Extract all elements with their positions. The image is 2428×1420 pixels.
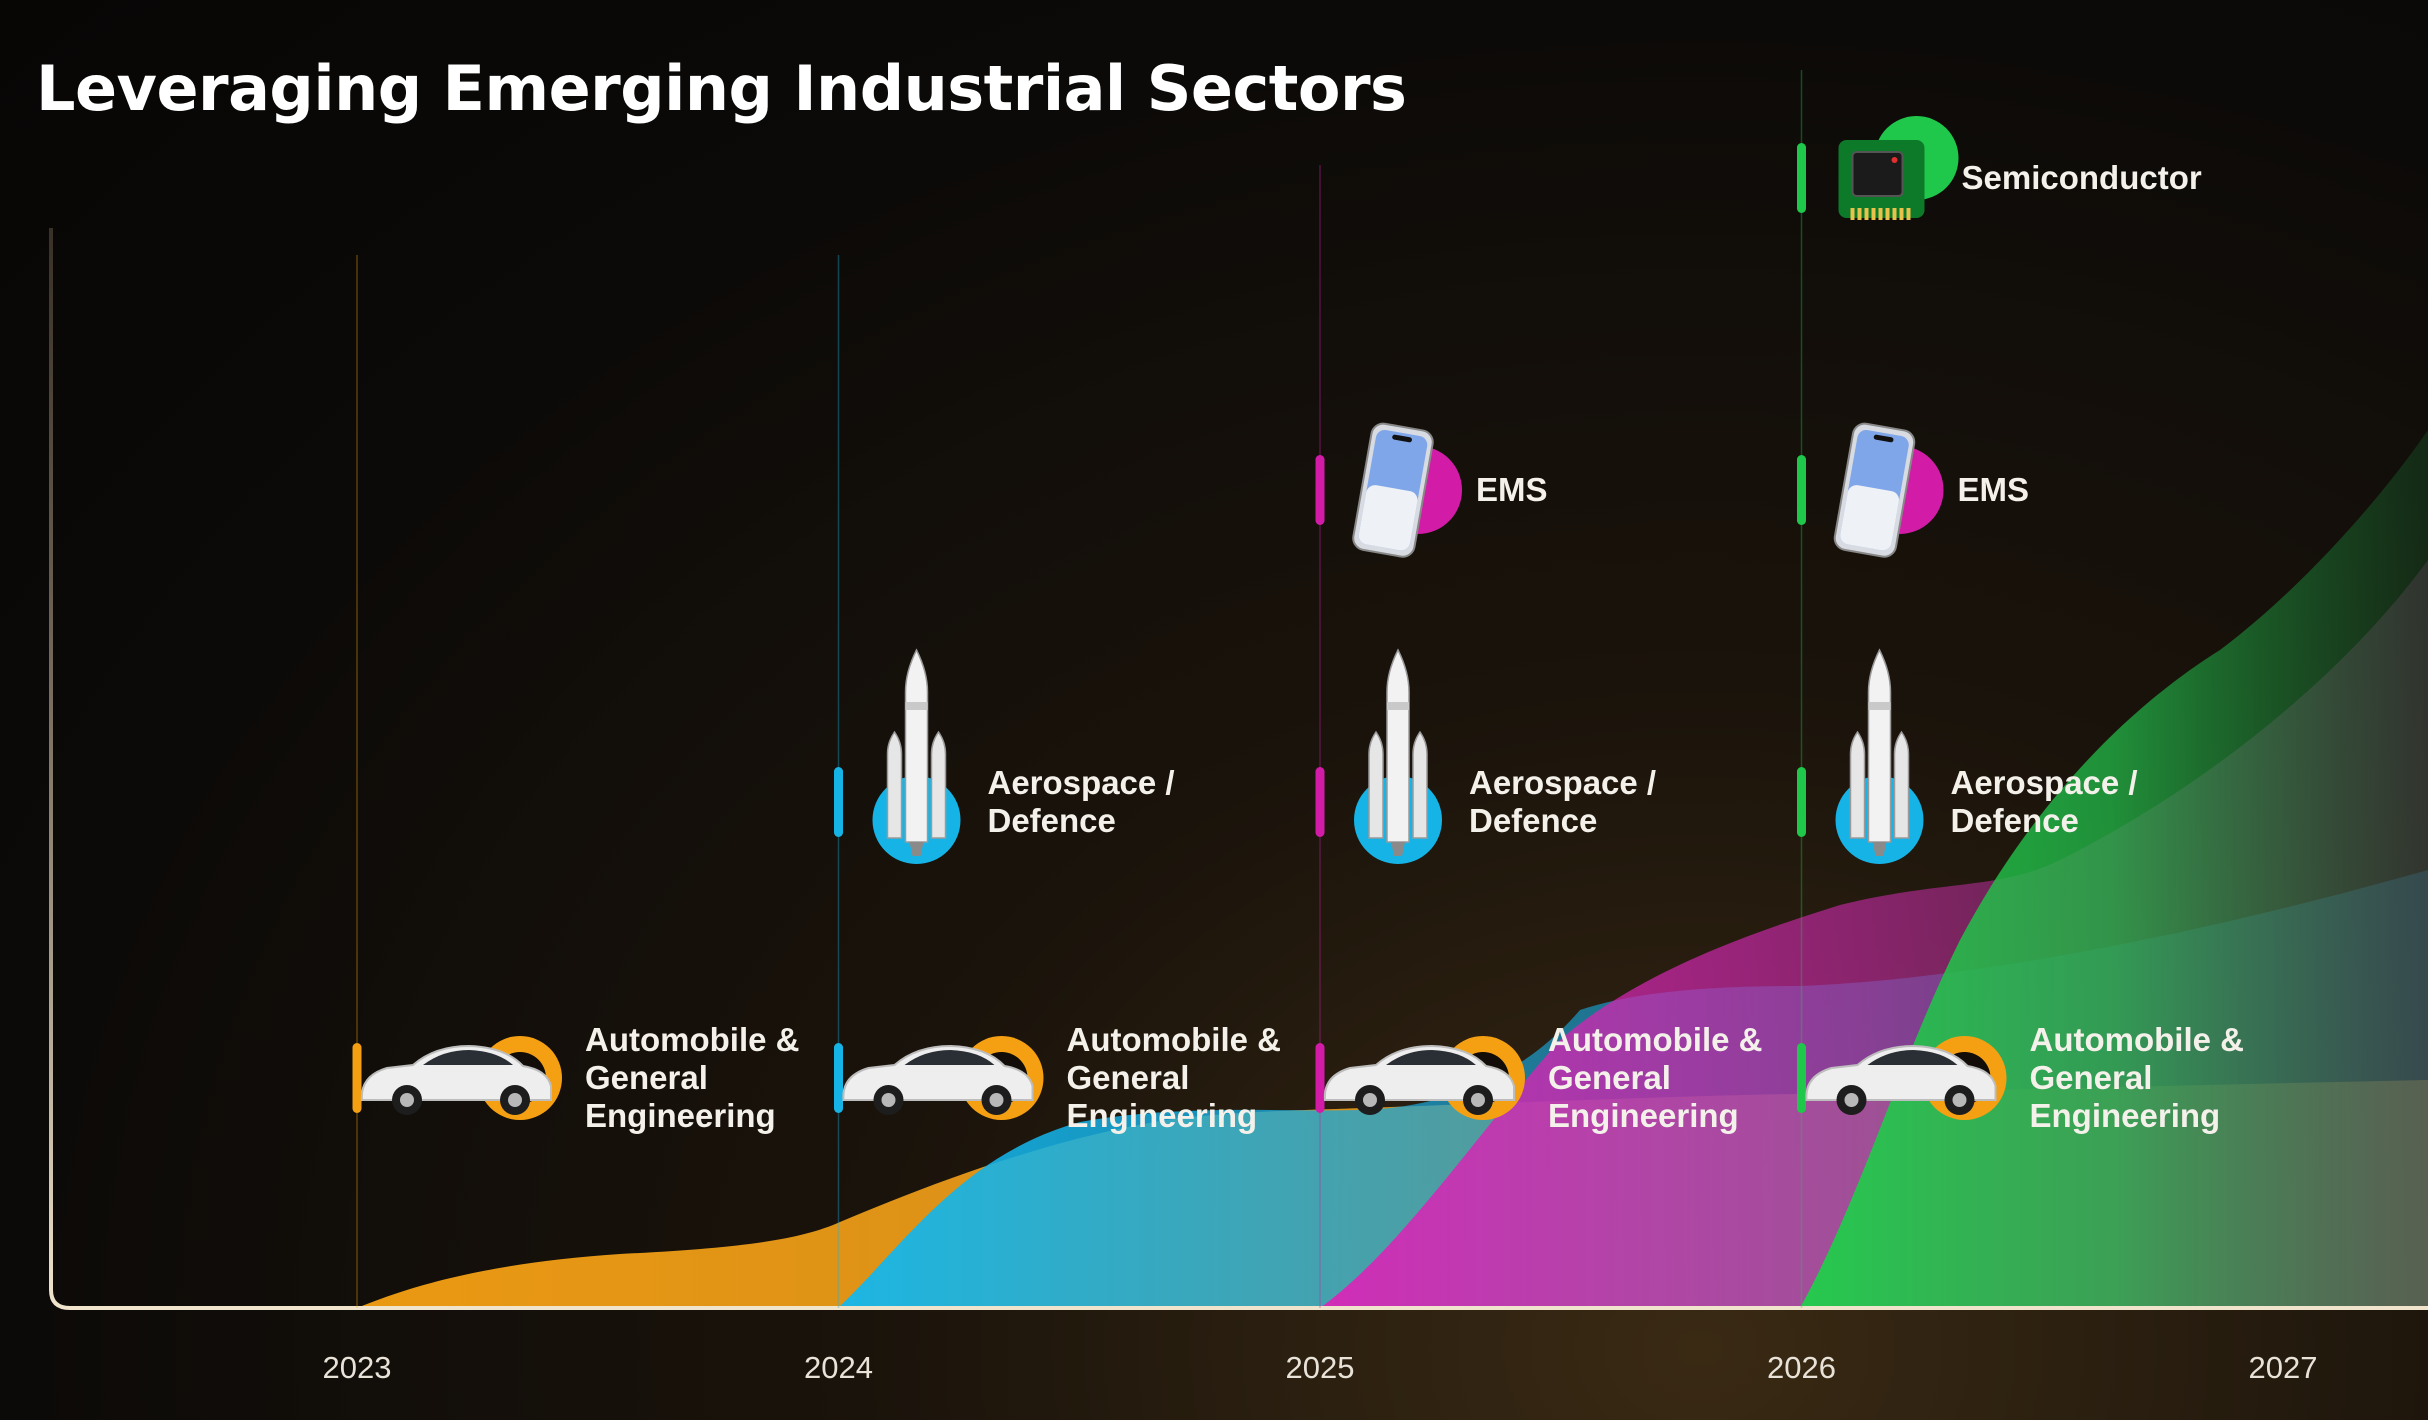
x-tick-label: 2026 (1767, 1350, 1836, 1385)
marker-tick (1315, 455, 1325, 525)
x-tick-label: 2027 (2249, 1350, 2318, 1385)
milestone-2026: Automobile & General Engineering Aerospace … (1797, 70, 2244, 1308)
sector-label: Automobile & General Engineering (2030, 1021, 2244, 1134)
sector-aero-2026: Aerospace / Defence (1797, 648, 2138, 864)
marker-tick (352, 1043, 362, 1113)
marker-tick (834, 1043, 843, 1113)
smartphone-icon (1833, 422, 1944, 558)
sector-auto-2024: Automobile & General Engineering (834, 1021, 1281, 1134)
sector-label: Aerospace / Defence (1951, 764, 2138, 839)
car-icon (1805, 1036, 2007, 1120)
sector-ems-2025: EMS (1315, 422, 1548, 558)
rocket-icon (872, 648, 961, 864)
sector-auto-2026: Automobile & General Engineering (1797, 1021, 2244, 1134)
sector-aero-2025: Aerospace / Defence (1315, 648, 1656, 864)
sector-auto-2025: Automobile & General Engineering (1315, 1021, 1762, 1134)
car-icon (1323, 1036, 1525, 1120)
sector-label: Semiconductor (1962, 159, 2202, 196)
car-icon (360, 1036, 562, 1120)
chip-icon (1838, 116, 1959, 220)
x-tick-label: 2025 (1286, 1350, 1355, 1385)
sector-label: Automobile & General Engineering (1548, 1021, 1762, 1134)
sector-auto-2023: Automobile & General Engineering (352, 1021, 799, 1134)
page-title: Leveraging Emerging Industrial Sectors (36, 52, 1407, 125)
sector-label: EMS (1958, 471, 2030, 508)
x-tick-label: 2024 (804, 1350, 873, 1385)
car-icon (842, 1036, 1044, 1120)
sector-label: Automobile & General Engineering (1067, 1021, 1281, 1134)
chart-frame (49, 228, 2428, 1310)
sector-label: EMS (1476, 471, 1548, 508)
x-tick-label: 2023 (323, 1350, 392, 1385)
marker-tick (1315, 767, 1325, 837)
milestone-2024: Automobile & General Engineering Aerospace … (834, 255, 1281, 1308)
milestone-2023: Automobile & General Engineering (352, 255, 799, 1308)
sector-ems-2026: EMS (1797, 422, 2030, 558)
marker-tick (1315, 1043, 1325, 1113)
marker-tick (1797, 1043, 1806, 1113)
sector-label: Automobile & General Engineering (585, 1021, 799, 1134)
sector-label: Aerospace / Defence (1469, 764, 1656, 839)
rocket-icon (1835, 648, 1924, 864)
marker-tick (834, 767, 843, 837)
sector-semi-2026: Semiconductor (1797, 116, 2202, 220)
marker-tick (1797, 143, 1806, 213)
area-semiconductor (1800, 430, 2428, 1308)
sector-label: Aerospace / Defence (988, 764, 1175, 839)
smartphone-icon (1352, 422, 1462, 558)
marker-tick (1797, 455, 1806, 525)
marker-tick (1797, 767, 1806, 837)
milestone-2025: Automobile & General Engineering Aerospace … (1315, 165, 1762, 1308)
sector-aero-2024: Aerospace / Defence (834, 648, 1175, 864)
rocket-icon (1354, 648, 1442, 864)
